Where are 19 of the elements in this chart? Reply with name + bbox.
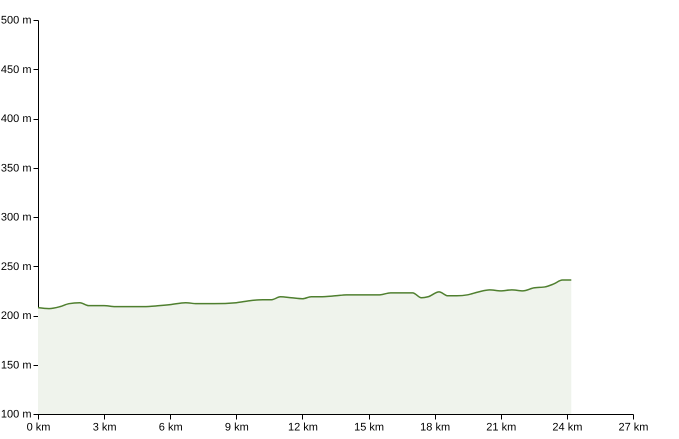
x-tick-label: 9 km xyxy=(224,422,249,434)
x-tick-label: 12 km xyxy=(288,422,318,434)
y-tick-label: 500 m xyxy=(0,14,32,26)
y-tick-label: 250 m xyxy=(0,260,32,273)
y-tick-label: 150 m xyxy=(0,359,32,372)
x-tick-label: 15 km xyxy=(354,422,384,434)
x-tick-label: 3 km xyxy=(92,422,117,434)
y-tick-label: 200 m xyxy=(0,310,32,322)
y-tick-label: 350 m xyxy=(0,162,32,174)
x-tick-label: 27 km xyxy=(618,422,648,434)
y-tick-label: 100 m xyxy=(0,408,32,420)
y-tick-label: 300 m xyxy=(0,212,32,224)
x-tick-label: 21 km xyxy=(486,422,516,434)
y-tick-label: 400 m xyxy=(0,113,32,125)
x-tick-label: 24 km xyxy=(552,422,582,434)
x-tick-label: 0 km xyxy=(26,422,50,434)
x-tick-label: 18 km xyxy=(420,422,450,434)
x-tick-label: 6 km xyxy=(158,422,183,434)
y-tick-label: 450 m xyxy=(0,64,32,76)
